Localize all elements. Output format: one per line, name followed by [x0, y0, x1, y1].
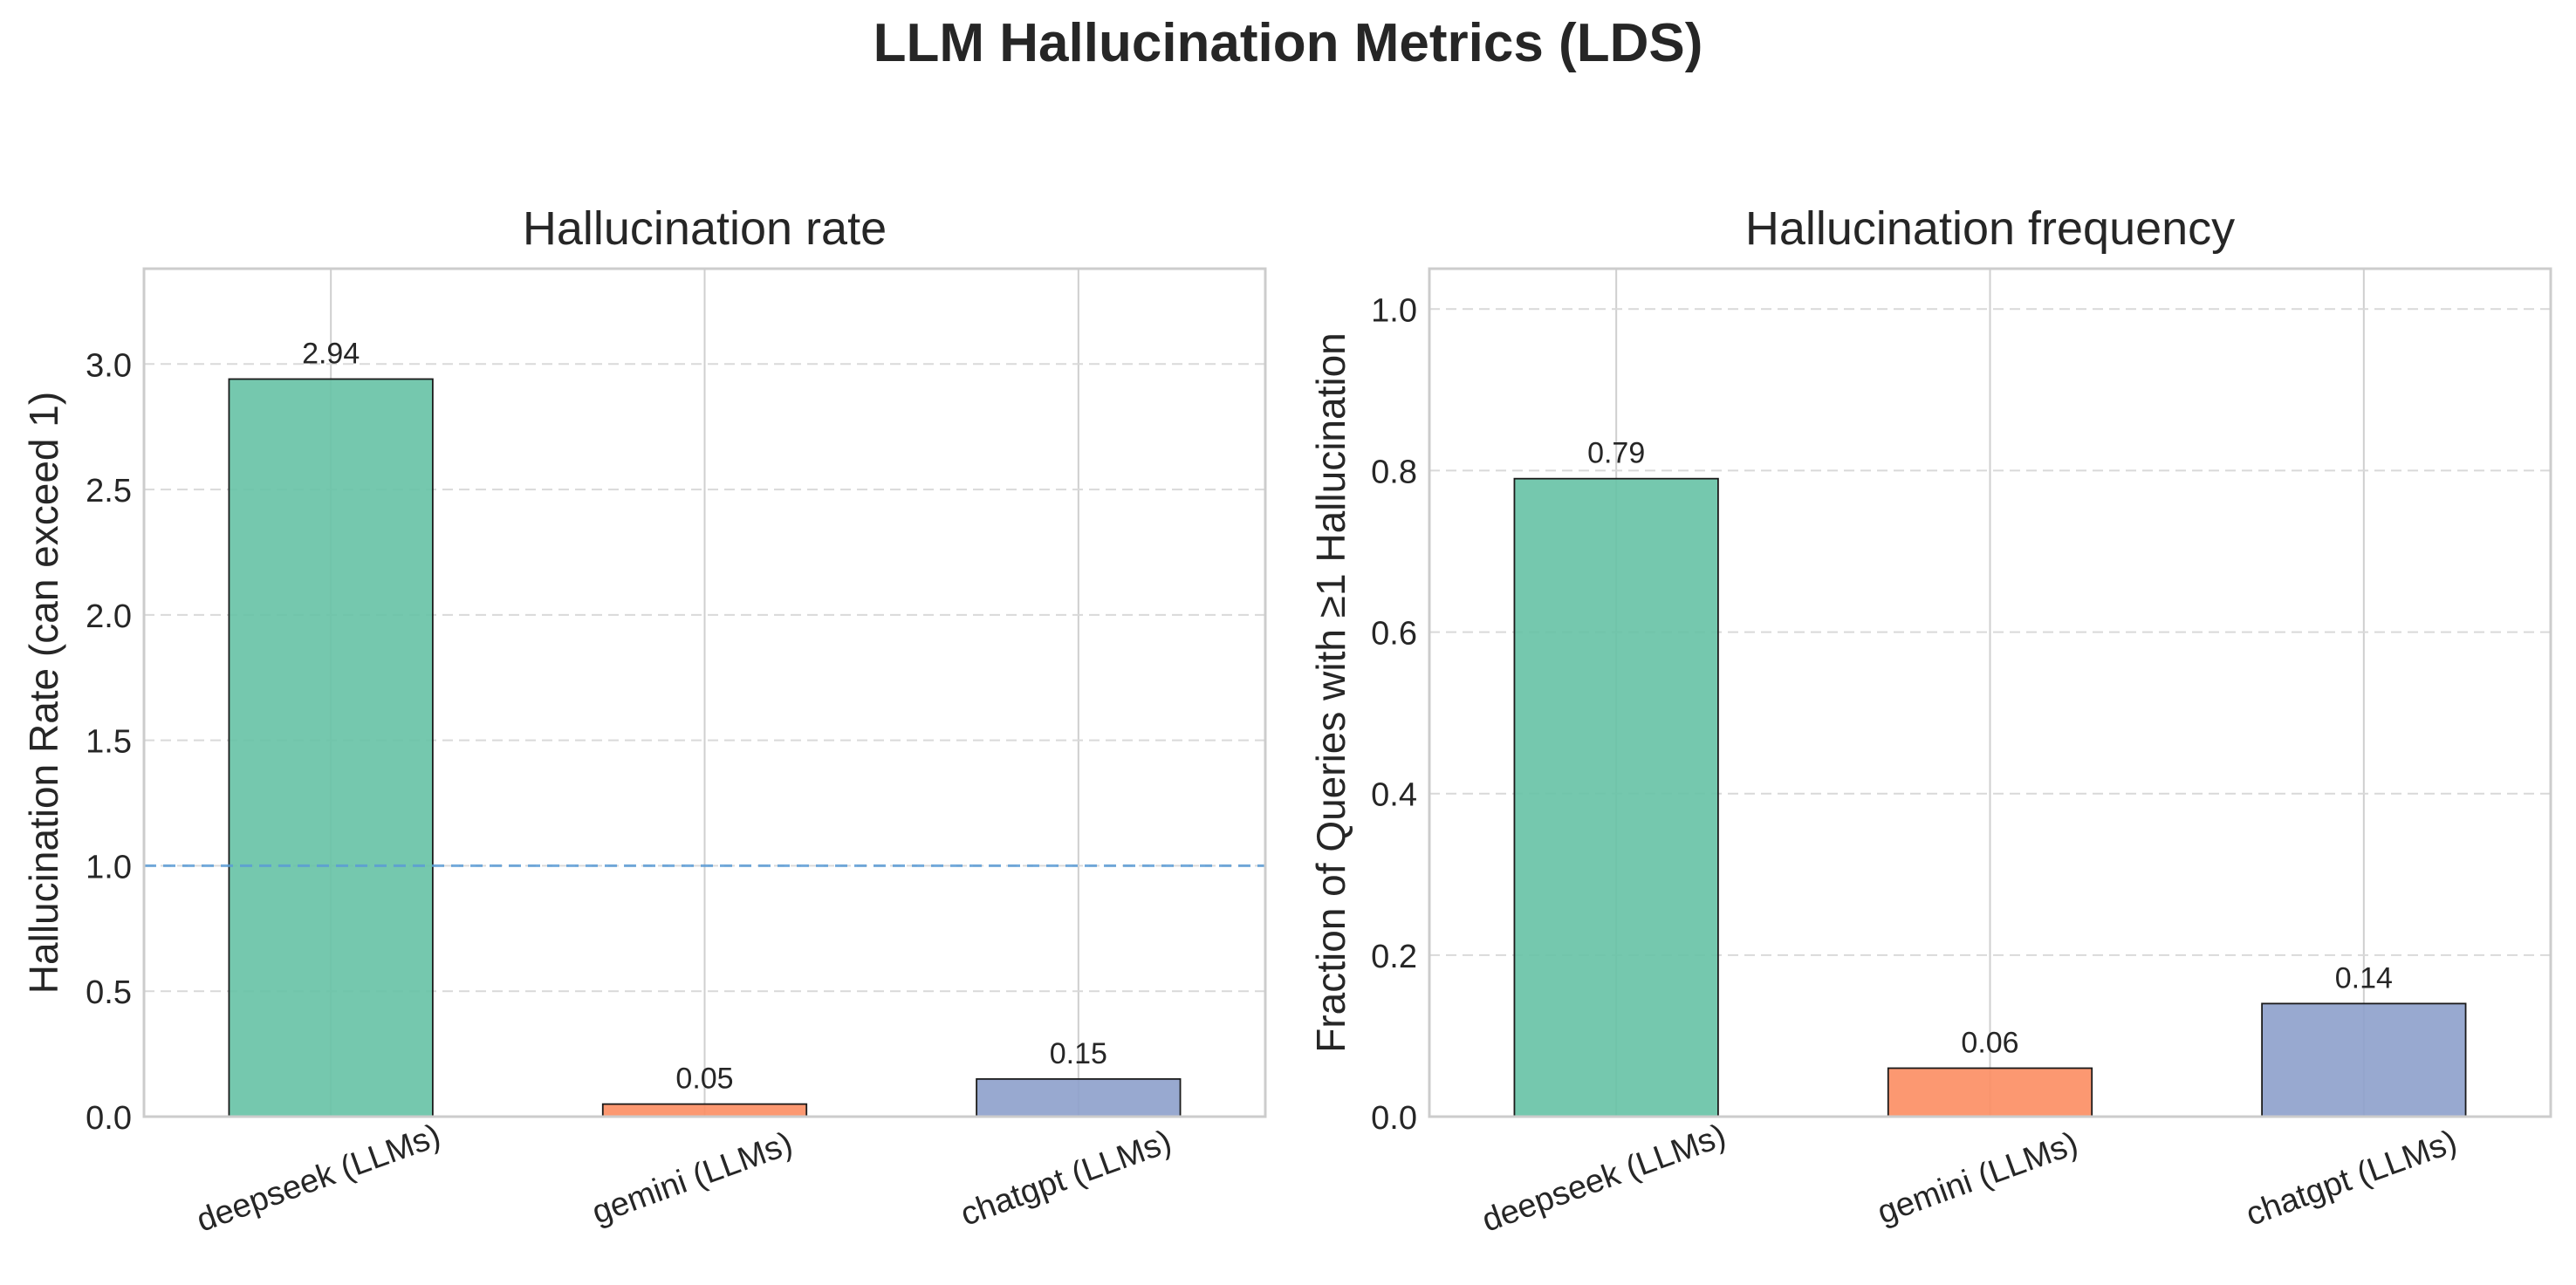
x-tick-label: gemini (LLMs) [1873, 1125, 2083, 1232]
y-axis-label: Fraction of Queries with ≥1 Hallucinatio… [1308, 332, 1353, 1053]
bar [976, 1077, 1182, 1118]
y-tick-label: 0.6 [1371, 616, 1417, 653]
y-axis-label: Hallucination Rate (can exceed 1) [21, 392, 66, 994]
bar-value-label: 0.15 [1050, 1037, 1107, 1070]
y-tick-label: 1.0 [86, 849, 132, 885]
x-tick-label: chatgpt (LLMs) [956, 1124, 1176, 1234]
y-tick-label: 1.5 [86, 724, 132, 761]
bar-value-label: 0.05 [675, 1063, 733, 1096]
bar-value-label: 0.14 [2335, 961, 2393, 995]
subplot-title: Hallucination rate [523, 202, 887, 255]
y-tick-label: 3.0 [86, 347, 132, 384]
x-tick-label: chatgpt (LLMs) [2241, 1124, 2462, 1234]
plot-frame [142, 267, 1267, 1118]
panel-hallucination-rate: 0.0 0.5 1.0 1.5 2.0 2.5 3.0 2.94 0.05 0.15 deepsee… [21, 202, 1267, 1240]
y-tick-label: 2.5 [86, 473, 132, 509]
y-tick-label: 0.4 [1371, 777, 1417, 814]
bar [601, 1103, 808, 1118]
bar-value-label: 0.79 [1587, 437, 1645, 470]
x-tick-label: deepseek (LLMs) [192, 1118, 445, 1240]
y-tick-label: 0.8 [1371, 454, 1417, 490]
x-tick-label: gemini (LLMs) [587, 1125, 798, 1232]
y-tick-label: 0.0 [86, 1100, 132, 1137]
subplot-title: Hallucination frequency [1745, 202, 2235, 255]
panel-hallucination-frequency: 0.0 0.2 0.4 0.6 0.8 1.0 0.79 0.06 0.14 deepseek (… [1308, 202, 2552, 1240]
x-tick-label: deepseek (LLMs) [1477, 1118, 1730, 1240]
y-tick-label: 0.2 [1371, 939, 1417, 975]
figure-title: LLM Hallucination Metrics (LDS) [873, 13, 1703, 73]
y-tick-label: 1.0 [1371, 292, 1417, 329]
bar [1887, 1067, 2093, 1118]
bar-value-label: 2.94 [302, 338, 360, 371]
y-tick-label: 2.0 [86, 598, 132, 635]
y-tick-label: 0.0 [1371, 1100, 1417, 1137]
bar [2261, 1002, 2467, 1118]
plot-frame [1428, 267, 2552, 1118]
y-tick-label: 0.5 [86, 974, 132, 1011]
bar [228, 378, 434, 1118]
bar [1513, 477, 1719, 1118]
bar-value-label: 0.06 [1961, 1026, 2018, 1059]
